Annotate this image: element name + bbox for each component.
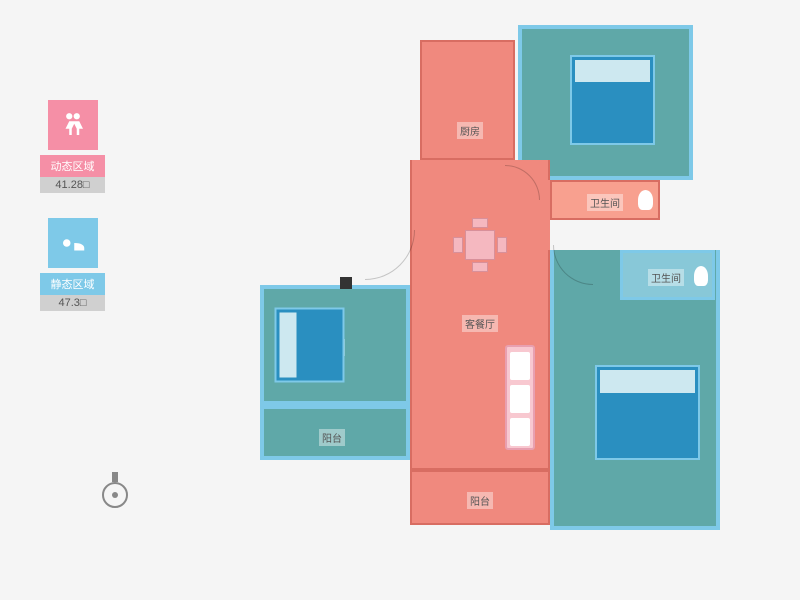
floorplan: 厨房 卧室 卫生间 客餐厅 卧室 阳台 卫生间 卧室 卫生间	[250, 25, 730, 565]
chair	[472, 262, 488, 272]
bed-ne	[570, 55, 655, 145]
door-arc	[365, 230, 415, 280]
dining-table	[465, 230, 495, 260]
legend-dynamic-label: 动态区域	[40, 155, 105, 177]
room-bathroom-1: 卫生间	[550, 180, 660, 220]
legend-dynamic-value: 41.28□	[40, 177, 105, 193]
bed-se	[595, 365, 700, 460]
chair	[453, 237, 463, 253]
entry-door	[340, 277, 352, 289]
compass-icon	[100, 470, 130, 515]
people-icon	[48, 100, 98, 150]
room-kitchen: 厨房	[420, 40, 515, 160]
chair	[472, 218, 488, 228]
chair	[497, 237, 507, 253]
legend-static-value: 47.3□	[40, 295, 105, 311]
living-label: 客餐厅	[462, 315, 498, 332]
kitchen-label: 厨房	[457, 122, 483, 139]
bathroom1-label: 卫生间	[587, 194, 623, 211]
bed-sw	[275, 308, 345, 383]
legend-static: 静态区域 47.3□	[40, 218, 105, 311]
bathroom2-label-2: 卫生间	[648, 269, 684, 286]
balcony-w-label: 阳台	[319, 429, 345, 446]
legend: 动态区域 41.28□ 静态区域 47.3□	[40, 100, 105, 336]
room-balcony-w: 阳台	[260, 405, 410, 460]
balcony-s-label: 阳台	[467, 492, 493, 509]
room-bathroom-2-overlay: 卫生间	[620, 250, 715, 300]
legend-static-label: 静态区域	[40, 273, 105, 295]
sleep-icon	[48, 218, 98, 268]
toilet-icon	[694, 266, 708, 286]
toilet-icon	[638, 190, 653, 210]
sofa	[505, 345, 535, 450]
legend-dynamic: 动态区域 41.28□	[40, 100, 105, 193]
room-balcony-s: 阳台	[410, 470, 550, 525]
